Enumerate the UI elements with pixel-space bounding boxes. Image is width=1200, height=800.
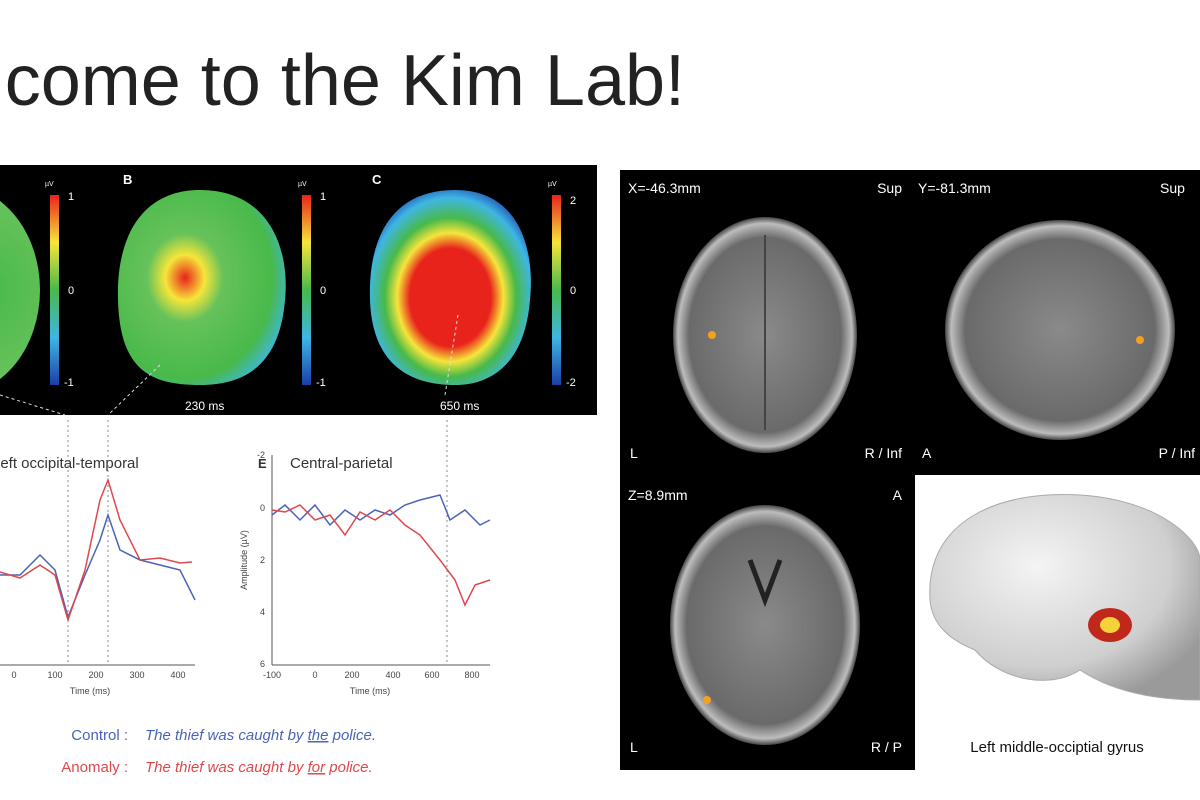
legend: Control : The thief was caught by the po… (61, 727, 376, 776)
connector (107, 364, 161, 416)
view-orientation: P / Inf (1159, 445, 1195, 461)
y-tick-label: -2 (257, 450, 265, 460)
y-tick-label: 0 (260, 503, 265, 513)
x-tick-label: 800 (464, 670, 479, 680)
view-orientation: R / Inf (865, 445, 902, 461)
x-tick-label: 300 (129, 670, 144, 680)
page-title: Welcome to the Kim Lab! (0, 41, 685, 121)
topomap (0, 200, 40, 380)
view-orientation: A (922, 445, 932, 461)
anomaly-trace (0, 477, 193, 623)
view-orientation: Sup (877, 180, 902, 196)
axial-slice (670, 505, 860, 745)
sentence-part: The thief was caught by (145, 759, 308, 776)
view-coord: Y=-81.3mm (918, 180, 991, 196)
y-tick-label: 6 (260, 659, 265, 669)
x-tick-label: 0 (312, 670, 317, 680)
unit-label: µV (45, 181, 54, 188)
scale-label: 0 (68, 285, 74, 297)
scale-label: 1 (320, 191, 326, 203)
x-axis-label: Time (ms) (350, 686, 390, 696)
panel-label: E (258, 456, 267, 471)
activation (1100, 617, 1120, 633)
activation (703, 696, 711, 704)
x-tick-label: -100 (263, 670, 281, 680)
panel-label: C (372, 172, 382, 187)
color-bar (552, 195, 561, 385)
view-orientation: L (630, 739, 638, 755)
connector (0, 394, 66, 416)
scale-label: -1 (64, 377, 74, 389)
plot-title: Left occipital-temporal (0, 455, 139, 472)
map-caption: 230 ms (185, 399, 224, 413)
y-axis-label: Amplitude (µV) (239, 530, 249, 590)
activation (708, 331, 716, 339)
sentence-part: police. (328, 727, 376, 744)
color-bar (50, 195, 59, 385)
activation (1136, 336, 1144, 344)
legend-label: Control : (71, 727, 128, 744)
plot-title: Central-parietal (290, 455, 393, 472)
view-orientation: Sup (1160, 180, 1185, 196)
sentence-word: for (308, 759, 327, 776)
mri-figure: X=-46.3mm Sup L R / Inf Y=-81.3mm Sup A … (620, 170, 1200, 770)
x-tick-label: 600 (424, 670, 439, 680)
view-coord: X=-46.3mm (628, 180, 701, 196)
x-tick-label: 200 (344, 670, 359, 680)
sentence-part: police. (325, 759, 373, 776)
view-coord: Z=8.9mm (628, 487, 688, 503)
erp-plot-right: E Central-parietal -2 0 2 4 6 Amplitude … (239, 420, 491, 696)
sentence-part: The thief was caught by (145, 727, 308, 744)
panel-label: B (123, 172, 132, 187)
unit-label: µV (548, 181, 557, 188)
legend-sentence: The thief was caught by for police. (145, 759, 373, 776)
y-tick-label: 4 (260, 607, 265, 617)
plot-title-text: Left occipital-temporal (0, 455, 139, 472)
color-bar (302, 195, 311, 385)
connector (444, 314, 459, 396)
erp-plot-left: Left occipital-temporal 0 100 200 300 40… (0, 420, 196, 696)
control-trace (0, 512, 196, 620)
x-tick-label: 100 (47, 670, 62, 680)
erp-topomaps: µV 1 0 -1 B µV 1 0 -1 230 ms C µV 2 0 -2… (0, 165, 597, 416)
x-tick-label: 400 (170, 670, 185, 680)
legend-label: Anomaly : (61, 759, 128, 776)
scale-label: 1 (68, 191, 74, 203)
map-caption: 650 ms (440, 399, 479, 413)
unit-label: µV (298, 181, 307, 188)
x-axis-label: Time (ms) (70, 686, 110, 696)
brain-render (929, 493, 1200, 701)
view-orientation: R / P (871, 739, 902, 755)
topomap (369, 190, 531, 385)
anomaly-trace (271, 504, 491, 607)
x-tick-label: 400 (385, 670, 400, 680)
scale-label: 0 (320, 285, 326, 297)
ventricles (747, 559, 783, 608)
x-tick-label: 0 (11, 670, 16, 680)
scale-label: -1 (316, 377, 326, 389)
legend-sentence: The thief was caught by the police. (145, 727, 376, 744)
sentence-word: the (308, 727, 329, 744)
x-tick-label: 200 (88, 670, 103, 680)
view-orientation: A (893, 487, 903, 503)
sagittal-slice (945, 220, 1175, 440)
scale-label: -2 (566, 377, 576, 389)
brain-caption: Left middle-occiptial gyrus (970, 739, 1143, 756)
y-tick-label: 2 (260, 555, 265, 565)
view-orientation: L (630, 445, 638, 461)
scale-label: 2 (570, 195, 576, 207)
scale-label: 0 (570, 285, 576, 297)
topomap (117, 190, 286, 385)
